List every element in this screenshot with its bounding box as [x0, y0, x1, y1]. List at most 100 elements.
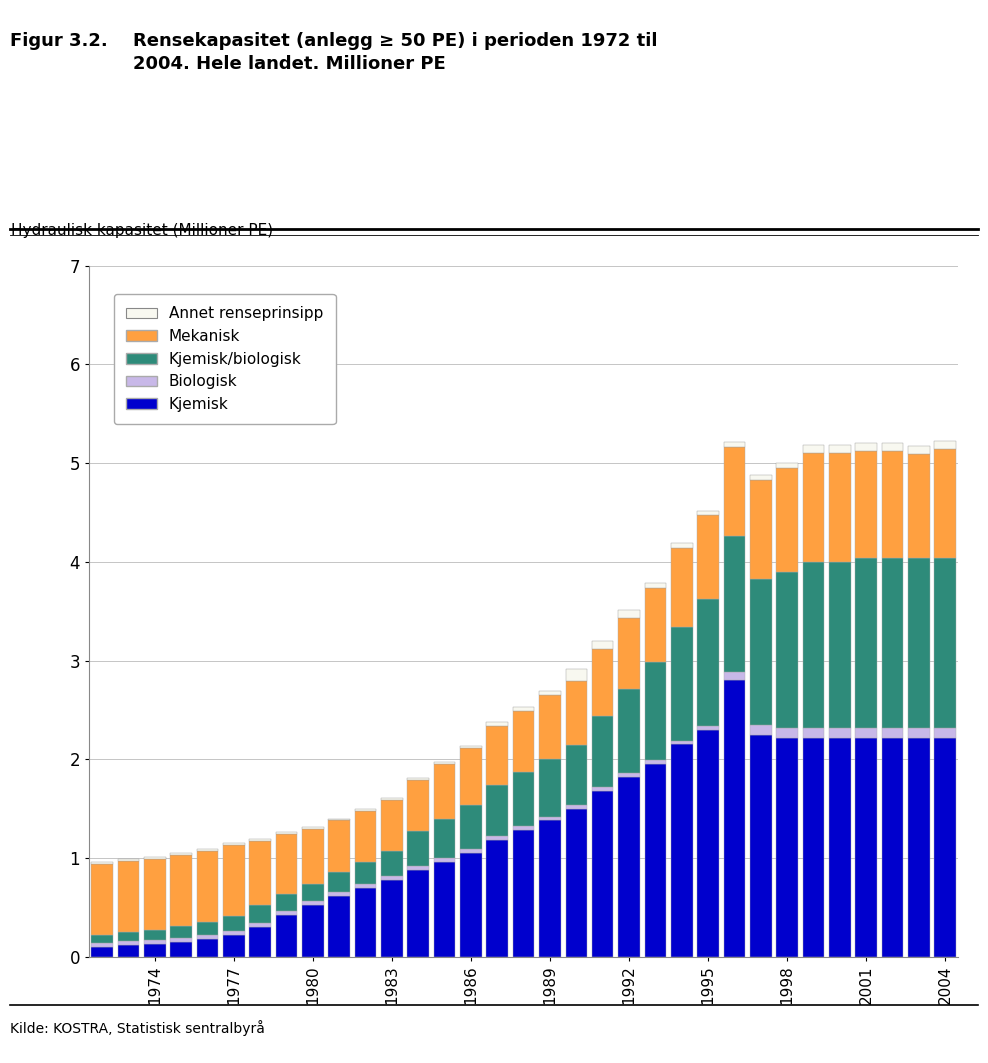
- Bar: [671, 741, 693, 744]
- Bar: [539, 695, 561, 759]
- Bar: [698, 729, 719, 957]
- Bar: [881, 452, 903, 558]
- Text: Figur 3.2.: Figur 3.2.: [10, 32, 108, 50]
- Bar: [750, 735, 772, 957]
- Bar: [302, 901, 324, 906]
- Bar: [829, 728, 851, 738]
- Bar: [777, 738, 798, 957]
- Bar: [829, 738, 851, 957]
- Bar: [829, 562, 851, 728]
- Bar: [460, 748, 482, 805]
- Bar: [276, 915, 297, 957]
- Bar: [223, 845, 245, 916]
- Bar: [565, 670, 587, 681]
- Bar: [565, 681, 587, 745]
- Bar: [170, 853, 192, 855]
- Bar: [118, 945, 139, 957]
- Bar: [249, 906, 271, 923]
- Bar: [565, 745, 587, 805]
- Bar: [486, 784, 508, 837]
- Bar: [276, 832, 297, 834]
- Bar: [276, 894, 297, 911]
- Bar: [618, 777, 640, 957]
- Bar: [723, 680, 745, 957]
- Bar: [565, 805, 587, 809]
- Bar: [486, 837, 508, 840]
- Bar: [170, 926, 192, 938]
- Bar: [671, 543, 693, 549]
- Bar: [118, 941, 139, 945]
- Bar: [829, 453, 851, 562]
- Bar: [144, 944, 166, 957]
- Bar: [513, 707, 535, 711]
- Bar: [671, 549, 693, 627]
- Bar: [777, 463, 798, 468]
- Bar: [223, 935, 245, 957]
- Bar: [908, 446, 930, 454]
- Bar: [777, 728, 798, 738]
- Bar: [592, 648, 614, 715]
- Bar: [935, 450, 956, 558]
- Bar: [355, 809, 376, 811]
- Bar: [618, 619, 640, 689]
- Bar: [276, 834, 297, 894]
- Bar: [249, 923, 271, 927]
- Bar: [118, 932, 139, 941]
- Bar: [592, 641, 614, 648]
- Bar: [381, 799, 403, 851]
- Bar: [302, 883, 324, 901]
- Bar: [170, 855, 192, 926]
- Bar: [671, 627, 693, 741]
- Bar: [881, 443, 903, 452]
- Text: Kilde: KOSTRA, Statistisk sentralbyrå: Kilde: KOSTRA, Statistisk sentralbyrå: [10, 1020, 265, 1036]
- Bar: [355, 811, 376, 862]
- Bar: [460, 849, 482, 853]
- Bar: [618, 689, 640, 773]
- Bar: [802, 728, 824, 738]
- Bar: [381, 880, 403, 957]
- Bar: [91, 864, 113, 935]
- Bar: [328, 821, 350, 872]
- Bar: [908, 454, 930, 558]
- Bar: [118, 861, 139, 932]
- Bar: [539, 691, 561, 695]
- Bar: [170, 938, 192, 942]
- Bar: [434, 819, 455, 858]
- Bar: [539, 821, 561, 957]
- Bar: [434, 762, 455, 764]
- Bar: [856, 728, 877, 738]
- Bar: [118, 859, 139, 861]
- Bar: [197, 849, 218, 851]
- Bar: [698, 516, 719, 600]
- Bar: [486, 722, 508, 726]
- Bar: [592, 715, 614, 787]
- Bar: [91, 943, 113, 947]
- Bar: [750, 725, 772, 735]
- Bar: [908, 558, 930, 728]
- Bar: [302, 906, 324, 957]
- Bar: [328, 819, 350, 821]
- Bar: [434, 858, 455, 862]
- Bar: [355, 883, 376, 888]
- Bar: [698, 600, 719, 726]
- Bar: [407, 831, 429, 866]
- Bar: [197, 851, 218, 922]
- Bar: [460, 746, 482, 748]
- Bar: [723, 536, 745, 673]
- Bar: [434, 862, 455, 957]
- Bar: [460, 805, 482, 849]
- Bar: [144, 940, 166, 944]
- Bar: [249, 841, 271, 906]
- Bar: [644, 764, 666, 957]
- Bar: [91, 935, 113, 943]
- Bar: [565, 809, 587, 957]
- Bar: [856, 443, 877, 452]
- Bar: [513, 711, 535, 772]
- Bar: [935, 558, 956, 728]
- Bar: [407, 870, 429, 957]
- Bar: [723, 673, 745, 680]
- Bar: [407, 866, 429, 870]
- Bar: [777, 468, 798, 572]
- Bar: [856, 738, 877, 957]
- Bar: [908, 738, 930, 957]
